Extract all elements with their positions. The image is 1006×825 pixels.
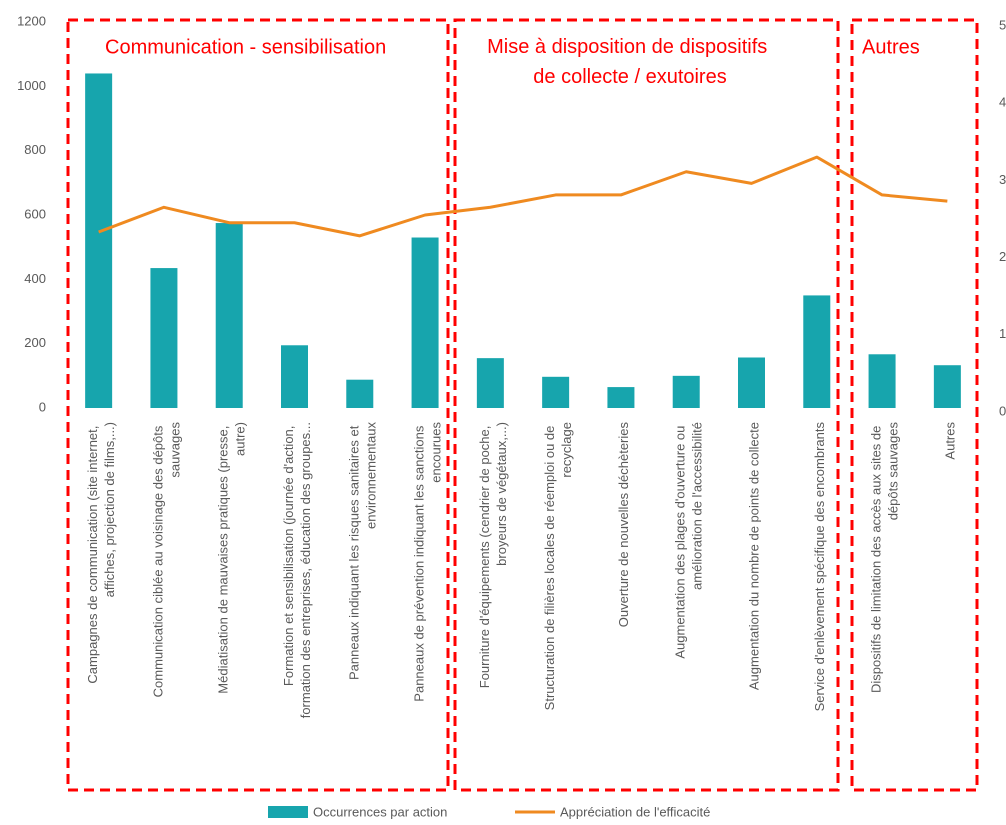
x-tick-group: Autres bbox=[943, 422, 958, 460]
bar bbox=[803, 295, 831, 408]
x-tick-group: Panneaux indiquant les risques sanitaire… bbox=[347, 422, 379, 680]
bar bbox=[933, 365, 961, 408]
x-tick-label: Médiatisation de mauvaises pratiques (pr… bbox=[216, 422, 248, 694]
group-box bbox=[66, 18, 450, 792]
x-tick-group: Fourniture d'équipements (cendrier de po… bbox=[477, 422, 509, 688]
y-tick-label: 1200 bbox=[17, 13, 46, 28]
line bbox=[98, 155, 948, 238]
y-tick-label: 1000 bbox=[17, 78, 46, 93]
bar bbox=[281, 345, 308, 408]
y2-tick-label: 3 bbox=[999, 172, 1006, 187]
x-tick-label: Augmentation des plages d'ouverture ou a… bbox=[673, 422, 705, 659]
x-tick-label: Augmentation du nombre de points de coll… bbox=[747, 422, 762, 690]
x-tick-group: Communication ciblée au voisinage des dé… bbox=[151, 422, 183, 698]
bar bbox=[215, 223, 243, 408]
x-tick-label: Dispositifs de limitation des accès aux … bbox=[869, 422, 901, 693]
y2-tick-label: 2 bbox=[999, 249, 1006, 264]
y2-tick-label: 0 bbox=[999, 403, 1006, 418]
bar bbox=[476, 358, 504, 408]
x-tick-label: Formation et sensibilisation (journée d'… bbox=[281, 422, 313, 718]
x-tick-label: Communication ciblée au voisinage des dé… bbox=[151, 422, 183, 698]
y2-tick-label: 1 bbox=[999, 326, 1006, 341]
y2-tick-label: 5 bbox=[999, 17, 1006, 32]
x-tick-group: Service d'enlèvement spécifique des enco… bbox=[812, 422, 827, 712]
y-tick-label: 800 bbox=[24, 142, 46, 157]
bar bbox=[85, 73, 113, 408]
x-tick-group: Médiatisation de mauvaises pratiques (pr… bbox=[216, 422, 248, 694]
bar bbox=[411, 237, 439, 408]
legend-label: Appréciation de l'efficacité bbox=[560, 804, 710, 819]
legend-label: Occurrences par action bbox=[313, 804, 447, 819]
bar bbox=[150, 268, 178, 408]
x-tick-label: Autres bbox=[943, 422, 958, 460]
x-tick-label: Panneaux indiquant les risques sanitaire… bbox=[347, 422, 379, 680]
y2-tick-label: 4 bbox=[999, 95, 1006, 110]
bar bbox=[738, 357, 765, 408]
group-box bbox=[453, 18, 840, 792]
x-tick-group: Panneaux de prévention indiquant les san… bbox=[412, 422, 444, 702]
x-tick-group: Formation et sensibilisation (journée d'… bbox=[281, 422, 313, 718]
y-tick-label: 0 bbox=[39, 399, 46, 414]
x-tick-label: Structuration de filières locales de rée… bbox=[543, 422, 575, 710]
x-tick-group: Dispositifs de limitation des accès aux … bbox=[869, 422, 901, 693]
x-tick-group: Augmentation des plages d'ouverture ou a… bbox=[673, 422, 705, 659]
x-tick-group: Ouverture de nouvelles déchèteries bbox=[616, 422, 631, 628]
x-tick-group: Augmentation du nombre de points de coll… bbox=[747, 422, 762, 690]
bar bbox=[346, 379, 374, 408]
bar bbox=[607, 387, 635, 408]
y-tick-label: 200 bbox=[24, 335, 46, 350]
bar bbox=[868, 354, 896, 408]
x-tick-group: Structuration de filières locales de rée… bbox=[543, 422, 575, 710]
x-tick-label: Service d'enlèvement spécifique des enco… bbox=[812, 422, 827, 712]
x-tick-group: Campagnes de communication (site interne… bbox=[86, 422, 118, 684]
group-label: Autres bbox=[862, 36, 920, 58]
y-tick-label: 600 bbox=[24, 206, 46, 221]
x-tick-label: Fourniture d'équipements (cendrier de po… bbox=[477, 422, 509, 688]
legend-swatch bbox=[268, 806, 308, 818]
x-tick-label: Panneaux de prévention indiquant les san… bbox=[412, 422, 444, 702]
x-tick-label: Ouverture de nouvelles déchèteries bbox=[616, 422, 631, 628]
y-tick-label: 400 bbox=[24, 271, 46, 286]
bar bbox=[542, 376, 570, 408]
group-label: Communication - sensibilisation bbox=[105, 36, 386, 58]
bar bbox=[672, 375, 700, 408]
x-tick-label: Campagnes de communication (site interne… bbox=[86, 422, 118, 684]
group-label: Mise à disposition de dispositifs de col… bbox=[487, 36, 773, 88]
